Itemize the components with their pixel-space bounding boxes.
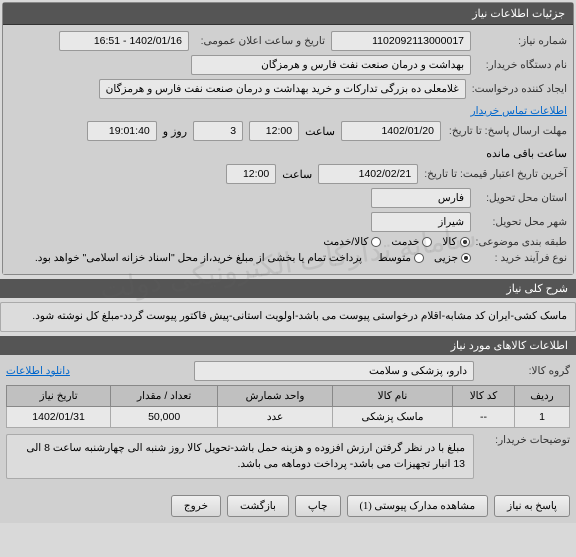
radio-service-label: خدمت bbox=[391, 236, 419, 248]
buyer-notes-label: توضیحات خریدار: bbox=[480, 434, 570, 446]
radio-dot-icon bbox=[461, 253, 471, 263]
respond-button[interactable]: پاسخ به نیاز bbox=[494, 495, 570, 517]
purchase-type-radio-group: جزیی متوسط bbox=[378, 252, 471, 264]
contact-link[interactable]: اطلاعات تماس خریدار bbox=[471, 105, 567, 117]
button-bar: پاسخ به نیاز مشاهده مدارک پیوستی (1) چاپ… bbox=[0, 489, 576, 523]
validity-time-field: 12:00 bbox=[226, 164, 276, 184]
radio-dot-icon bbox=[414, 253, 424, 263]
exit-button[interactable]: خروج bbox=[171, 495, 221, 517]
radio-medium[interactable]: متوسط bbox=[378, 252, 424, 264]
buyer-org-field: بهداشت و درمان صنعت نفت فارس و هرمزگان bbox=[191, 55, 471, 75]
th-name: نام کالا bbox=[332, 385, 452, 406]
goods-group-label: گروه کالا: bbox=[480, 365, 570, 377]
delivery-province-label: استان محل تحویل: bbox=[477, 192, 567, 204]
request-creator-field: غلامعلی ده بزرگی تدارکات و خرید بهداشت و… bbox=[99, 79, 466, 99]
row-buyer-org: نام دستگاه خریدار: بهداشت و درمان صنعت ن… bbox=[9, 55, 567, 75]
remaining-label: ساعت باقی مانده bbox=[486, 147, 567, 160]
radio-dot-icon bbox=[371, 237, 381, 247]
desc-heading: شرح کلی نیاز bbox=[0, 279, 576, 298]
radio-goods-service[interactable]: کالا/خدمت bbox=[323, 236, 381, 248]
category-radio-group: کالا خدمت کالا/خدمت bbox=[323, 236, 469, 248]
radio-medium-label: متوسط bbox=[378, 252, 411, 264]
buyer-notes-text: مبلغ با در نظر گرفتن ارزش افزوده و هزینه… bbox=[6, 434, 474, 480]
row-delivery-province: استان محل تحویل: فارس bbox=[9, 188, 567, 208]
goods-group-field: دارو، پزشکی و سلامت bbox=[194, 361, 474, 381]
delivery-province-field: فارس bbox=[371, 188, 471, 208]
days-remaining-field: 3 bbox=[193, 121, 243, 141]
row-category: طبقه بندی موضوعی: کالا خدمت کالا/خدمت bbox=[9, 236, 567, 248]
announce-label: تاریخ و ساعت اعلان عمومی: bbox=[195, 35, 325, 47]
buyer-org-label: نام دستگاه خریدار: bbox=[477, 59, 567, 71]
response-time-field: 12:00 bbox=[249, 121, 299, 141]
category-label: طبقه بندی موضوعی: bbox=[476, 236, 567, 248]
announce-field: 1402/01/16 - 16:51 bbox=[59, 31, 189, 51]
delivery-city-label: شهر محل تحویل: bbox=[477, 216, 567, 228]
row-need-number: شماره نیاز: 1102092113000017 تاریخ و ساع… bbox=[9, 31, 567, 51]
validity-label: آخرین تاریخ اعتبار قیمت: تا تاریخ: bbox=[424, 168, 567, 180]
th-unit: واحد شمارش bbox=[218, 385, 333, 406]
print-button[interactable]: چاپ bbox=[295, 495, 341, 517]
radio-goods-service-label: کالا/خدمت bbox=[323, 236, 368, 248]
purchase-type-label: نوع فرآیند خرید : bbox=[477, 252, 567, 264]
table-row: 1 -- ماسک پزشکی عدد 50,000 1402/01/31 bbox=[7, 406, 570, 427]
time-label-1: ساعت bbox=[305, 125, 335, 138]
radio-dot-icon bbox=[422, 237, 432, 247]
radio-goods-label: کالا bbox=[442, 236, 456, 248]
radio-service[interactable]: خدمت bbox=[391, 236, 432, 248]
td-code: -- bbox=[453, 406, 515, 427]
radio-goods[interactable]: کالا bbox=[442, 236, 469, 248]
td-name: ماسک پزشکی bbox=[332, 406, 452, 427]
row-request-creator: ایجاد کننده درخواست: غلامعلی ده بزرگی تد… bbox=[9, 79, 567, 117]
row-response-deadline: مهلت ارسال پاسخ: تا تاریخ: 1402/01/20 سا… bbox=[9, 121, 567, 160]
need-number-label: شماره نیاز: bbox=[477, 35, 567, 47]
payment-note: پرداخت تمام یا بخشی از مبلغ خرید،از محل … bbox=[35, 252, 362, 264]
row-buyer-notes: توضیحات خریدار: مبلغ با در نظر گرفتن ارز… bbox=[6, 434, 570, 480]
goods-heading: اطلاعات کالاهای مورد نیاز bbox=[0, 336, 576, 355]
table-header-row: ردیف کد کالا نام کالا واحد شمارش تعداد /… bbox=[7, 385, 570, 406]
desc-text: ماسک کشی-ایران کد مشابه-اقلام درخواستی پ… bbox=[0, 302, 576, 332]
radio-partial-label: جزیی bbox=[434, 252, 458, 264]
th-date: تاریخ نیاز bbox=[7, 385, 111, 406]
back-button[interactable]: بازگشت bbox=[227, 495, 289, 517]
request-creator-label: ایجاد کننده درخواست: bbox=[472, 83, 567, 95]
response-date-field: 1402/01/20 bbox=[341, 121, 441, 141]
row-delivery-city: شهر محل تحویل: شیراز bbox=[9, 212, 567, 232]
remaining-time-field: 19:01:40 bbox=[87, 121, 157, 141]
validity-date-field: 1402/02/21 bbox=[318, 164, 418, 184]
delivery-city-field: شیراز bbox=[371, 212, 471, 232]
td-unit: عدد bbox=[218, 406, 333, 427]
th-code: کد کالا bbox=[453, 385, 515, 406]
row-goods-group: گروه کالا: دارو، پزشکی و سلامت دانلود اط… bbox=[6, 361, 570, 381]
goods-table: ردیف کد کالا نام کالا واحد شمارش تعداد /… bbox=[6, 385, 570, 428]
panel-title: جزئیات اطلاعات نیاز bbox=[3, 3, 573, 25]
time-label-2: ساعت bbox=[282, 168, 312, 181]
row-purchase-type: نوع فرآیند خرید : جزیی متوسط پرداخت تمام… bbox=[9, 252, 567, 264]
need-number-field: 1102092113000017 bbox=[331, 31, 471, 51]
td-idx: 1 bbox=[514, 406, 569, 427]
th-idx: ردیف bbox=[514, 385, 569, 406]
day-label: روز و bbox=[163, 125, 187, 138]
td-qty: 50,000 bbox=[111, 406, 218, 427]
radio-partial[interactable]: جزیی bbox=[434, 252, 471, 264]
download-link[interactable]: دانلود اطلاعات bbox=[6, 365, 70, 377]
need-details-panel: جزئیات اطلاعات نیاز شماره نیاز: 11020921… bbox=[2, 2, 574, 275]
td-date: 1402/01/31 bbox=[7, 406, 111, 427]
th-qty: تعداد / مقدار bbox=[111, 385, 218, 406]
row-validity: آخرین تاریخ اعتبار قیمت: تا تاریخ: 1402/… bbox=[9, 164, 567, 184]
response-deadline-label: مهلت ارسال پاسخ: تا تاریخ: bbox=[447, 125, 567, 137]
radio-dot-icon bbox=[460, 237, 470, 247]
attachments-button[interactable]: مشاهده مدارک پیوستی (1) bbox=[347, 495, 489, 517]
